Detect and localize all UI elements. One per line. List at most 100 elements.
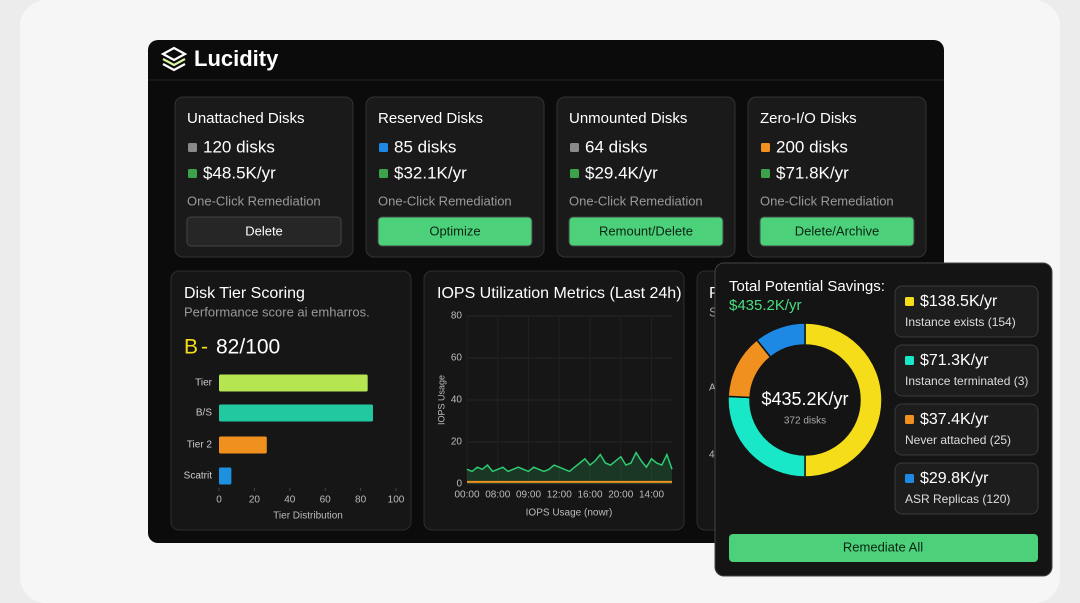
savings-amount: $48.5K/yr [203,163,276,182]
logo [160,46,188,72]
savings-swatch [188,169,197,178]
legend-value: $138.5K/yr [920,293,998,310]
button-label[interactable]: Remount/Delete [599,223,693,238]
caption: One-Click Remediation [187,193,321,208]
count-swatch [570,143,579,152]
bar [219,467,232,485]
panel-subtitle: S [709,304,718,319]
caption: One-Click Remediation [569,193,703,208]
legend-name: Never attached (25) [905,433,1011,447]
legend-swatch [905,297,914,306]
panel-subtitle: Performance score ai emharros. [184,304,370,319]
y-tick-label: 0 [456,479,462,490]
grade: B [184,336,198,359]
legend-name: ASR Replicas (120) [905,492,1010,506]
count-swatch [188,143,197,152]
legend-value: $29.8K/yr [920,470,989,487]
y-tick-label: B/S [196,408,212,419]
legend-card [894,344,1039,397]
x-tick-label: 60 [320,495,332,506]
disk-count: 85 disks [394,137,456,156]
card-title: Unattached Disks [187,110,305,127]
x-tick-label: 0 [216,495,222,506]
axis-label: 4 [709,450,715,461]
x-tick-label: 20 [249,495,261,506]
x-tick-label: 14:00 [639,490,664,501]
savings-amount: $29.4K/yr [585,163,658,182]
button-label[interactable]: Optimize [429,223,480,238]
savings-total: $435.2K/yr [729,297,802,314]
x-tick-label: 100 [388,495,405,506]
axis-label: A [709,383,716,394]
y-tick-label: Tier 2 [187,440,213,451]
card-title: Reserved Disks [378,110,483,127]
legend-value: $71.3K/yr [920,352,989,369]
donut-center-sub: 372 disks [784,416,826,427]
x-axis-label: Tier Distribution [273,511,343,522]
savings-swatch [570,169,579,178]
disk-count: 120 disks [203,137,275,156]
disk-count: 200 disks [776,137,848,156]
y-tick-label: 20 [451,437,463,448]
button-label[interactable]: Remediate All [843,539,923,554]
x-tick-label: 40 [284,495,296,506]
caption: One-Click Remediation [378,193,512,208]
panel-title: Disk Tier Scoring [184,285,305,302]
bar [219,374,368,392]
score: 82/100 [216,336,280,359]
grade-separator: - [201,336,208,359]
x-tick-label: 16:00 [577,490,602,501]
x-axis-label: IOPS Usage (nowr) [526,508,613,519]
savings-amount: $71.8K/yr [776,163,849,182]
action-button[interactable] [377,216,533,247]
panel-title: P [709,285,720,302]
donut-segment [804,322,883,478]
savings-title: Total Potential Savings: [729,278,885,295]
legend-card [894,285,1039,338]
count-swatch [761,143,770,152]
remediate-button[interactable] [729,534,1038,562]
legend-name: Instance exists (154) [905,315,1016,329]
count-swatch [379,143,388,152]
x-tick-label: 09:00 [516,490,541,501]
caption: One-Click Remediation [760,193,894,208]
bar [219,404,373,422]
legend-card [894,403,1039,456]
y-tick-label: 60 [451,353,463,364]
brand: Lucidity [194,46,279,71]
savings-swatch [379,169,388,178]
x-tick-label: 08:00 [485,490,510,501]
x-tick-label: 80 [355,495,367,506]
savings-amount: $32.1K/yr [394,163,467,182]
legend-swatch [905,356,914,365]
donut-center-label: $435.2K/yr [761,389,848,409]
button-label[interactable]: Delete/Archive [795,223,880,238]
y-tick-label: Scatrit [184,471,213,482]
legend-swatch [905,474,914,483]
area-fill [467,452,672,484]
tier-panel [170,270,412,531]
x-tick-label: 12:00 [547,490,572,501]
line [466,450,673,473]
legend-swatch [905,415,914,424]
card-title: Unmounted Disks [569,110,687,127]
y-tick-label: Tier [195,378,213,389]
x-tick-label: 20:00 [608,490,633,501]
action-button[interactable] [568,216,724,247]
bar [219,436,267,454]
legend-value: $37.4K/yr [920,411,989,428]
action-button[interactable] [186,216,342,247]
y-axis-label: IOPS Usage [436,375,446,425]
savings-swatch [761,169,770,178]
disk-count: 64 disks [585,137,647,156]
action-button[interactable] [759,216,915,247]
donut-segment [755,322,806,359]
legend-name: Instance terminated (3) [905,374,1028,388]
button-label[interactable]: Delete [245,223,283,238]
y-tick-label: 80 [451,311,463,322]
x-tick-label: 00:00 [454,490,479,501]
card-title: Zero-I/O Disks [760,110,857,127]
panel-title: IOPS Utilization Metrics (Last 24h) [437,285,682,302]
